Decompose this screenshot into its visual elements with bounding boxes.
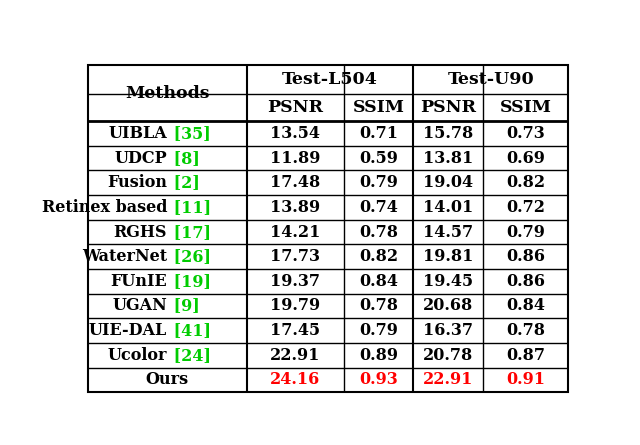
Text: 22.91: 22.91 — [270, 347, 320, 364]
Text: UGAN: UGAN — [113, 297, 167, 315]
Text: 0.71: 0.71 — [359, 125, 398, 142]
Text: Ours: Ours — [146, 372, 189, 388]
Text: UDCP: UDCP — [115, 150, 167, 166]
Text: [8]: [8] — [168, 150, 200, 166]
Text: FUnIE: FUnIE — [111, 273, 167, 290]
Text: 0.78: 0.78 — [506, 322, 545, 339]
Text: PSNR: PSNR — [420, 99, 476, 116]
Text: [11]: [11] — [168, 199, 211, 216]
Text: 14.57: 14.57 — [423, 223, 473, 241]
Text: 16.37: 16.37 — [423, 322, 473, 339]
Text: [9]: [9] — [168, 297, 200, 315]
Text: 13.89: 13.89 — [270, 199, 320, 216]
Text: 19.04: 19.04 — [423, 174, 473, 191]
Text: Test-L504: Test-L504 — [282, 71, 378, 88]
Text: 0.78: 0.78 — [359, 297, 398, 315]
Text: [17]: [17] — [168, 223, 211, 241]
Text: 19.37: 19.37 — [270, 273, 320, 290]
Text: 0.86: 0.86 — [506, 273, 545, 290]
Text: 0.79: 0.79 — [359, 174, 398, 191]
Text: 19.79: 19.79 — [270, 297, 320, 315]
Text: 0.91: 0.91 — [506, 372, 545, 388]
Text: 0.59: 0.59 — [359, 150, 398, 166]
Text: 19.45: 19.45 — [423, 273, 473, 290]
Text: 15.78: 15.78 — [423, 125, 473, 142]
Text: Ucolor: Ucolor — [108, 347, 167, 364]
Text: 0.69: 0.69 — [506, 150, 545, 166]
Text: 0.84: 0.84 — [359, 273, 398, 290]
Text: 19.81: 19.81 — [423, 248, 474, 265]
Text: RGHS: RGHS — [114, 223, 167, 241]
Text: 0.87: 0.87 — [506, 347, 545, 364]
Text: 22.91: 22.91 — [423, 372, 474, 388]
Text: [26]: [26] — [168, 248, 211, 265]
Text: 0.89: 0.89 — [359, 347, 398, 364]
Text: 0.79: 0.79 — [506, 223, 545, 241]
Text: UIBLA: UIBLA — [108, 125, 167, 142]
Text: 24.16: 24.16 — [270, 372, 320, 388]
Text: 0.79: 0.79 — [359, 322, 398, 339]
Text: 0.73: 0.73 — [506, 125, 545, 142]
Text: 0.93: 0.93 — [359, 372, 397, 388]
Text: Retinex based: Retinex based — [42, 199, 167, 216]
Text: 13.81: 13.81 — [423, 150, 473, 166]
Text: 11.89: 11.89 — [270, 150, 320, 166]
Text: 0.78: 0.78 — [359, 223, 398, 241]
Text: 0.86: 0.86 — [506, 248, 545, 265]
Text: 17.73: 17.73 — [270, 248, 320, 265]
Text: 0.82: 0.82 — [359, 248, 398, 265]
Text: 14.21: 14.21 — [270, 223, 320, 241]
Text: [19]: [19] — [168, 273, 211, 290]
Text: 13.54: 13.54 — [270, 125, 320, 142]
Text: [2]: [2] — [168, 174, 200, 191]
Text: 17.48: 17.48 — [270, 174, 320, 191]
Text: Test-U90: Test-U90 — [447, 71, 534, 88]
Text: 14.01: 14.01 — [423, 199, 473, 216]
Text: SSIM: SSIM — [353, 99, 404, 116]
Text: 20.68: 20.68 — [423, 297, 473, 315]
Text: 0.72: 0.72 — [506, 199, 545, 216]
Text: 0.74: 0.74 — [359, 199, 398, 216]
Text: PSNR: PSNR — [267, 99, 323, 116]
Text: [24]: [24] — [168, 347, 211, 364]
Text: WaterNet: WaterNet — [82, 248, 167, 265]
Text: 20.78: 20.78 — [423, 347, 473, 364]
Text: [35]: [35] — [168, 125, 211, 142]
Text: 17.45: 17.45 — [270, 322, 320, 339]
Text: SSIM: SSIM — [500, 99, 552, 116]
Text: 0.84: 0.84 — [506, 297, 545, 315]
Text: UIE-DAL: UIE-DAL — [89, 322, 167, 339]
Text: Methods: Methods — [125, 85, 209, 101]
Text: Fusion: Fusion — [107, 174, 167, 191]
Text: 0.82: 0.82 — [506, 174, 545, 191]
Text: [41]: [41] — [168, 322, 211, 339]
